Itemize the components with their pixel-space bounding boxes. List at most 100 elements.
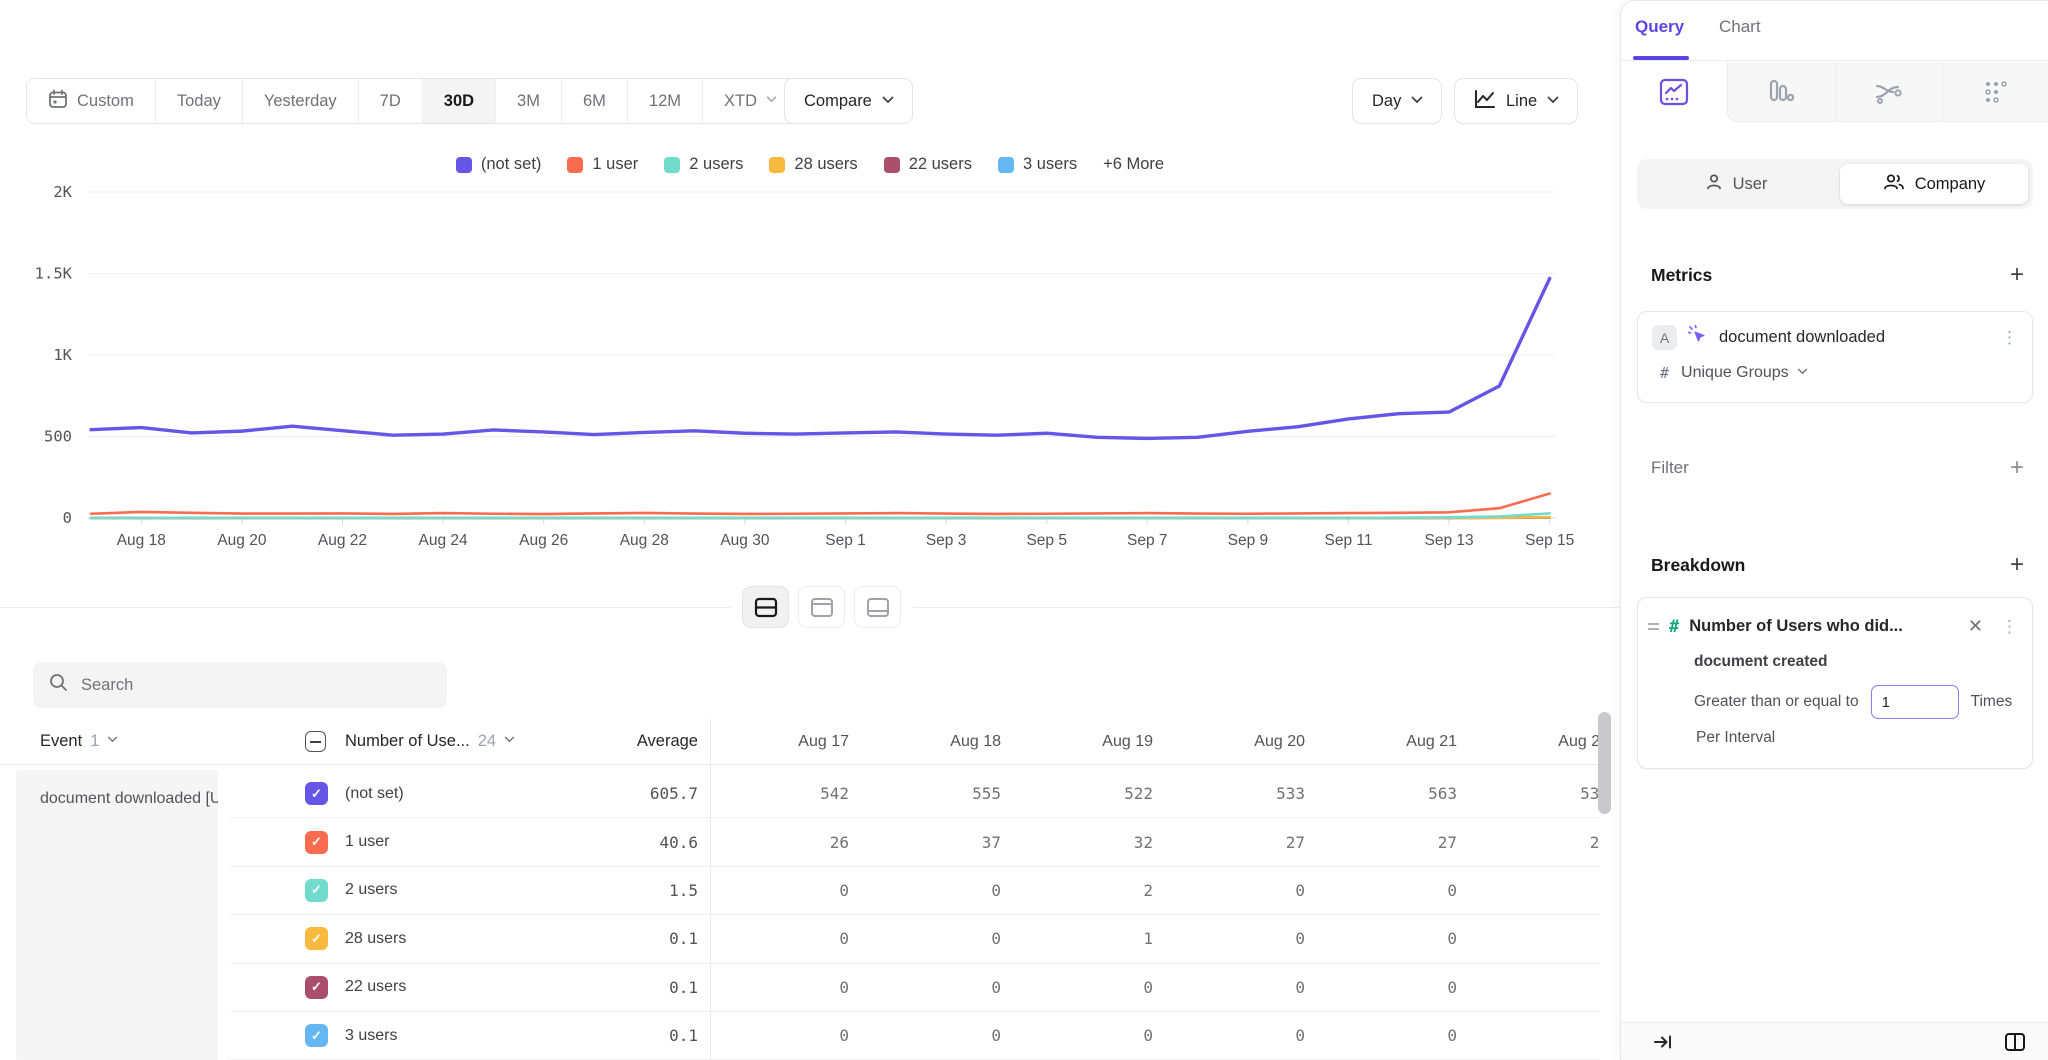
row-cell-value: 0 [1201,929,1353,948]
chevron-down-icon [1547,96,1558,107]
times-value-input[interactable] [1871,685,1959,719]
line-chart-icon [1474,89,1496,114]
row-cell-value: 0 [1201,978,1353,997]
compare-button-label: Compare [804,92,872,111]
range-option-custom[interactable]: Custom [27,79,156,123]
split-view-icon[interactable] [2004,1032,2026,1052]
chevron-down-icon [766,96,777,107]
chart-type-bar-button[interactable] [1727,62,1834,122]
breakdown-event-name: document created [1694,653,2018,671]
breakdown-card[interactable]: # Number of Users who did... ✕ ⋮ documen… [1637,597,2033,769]
layout-top-button[interactable] [798,586,845,628]
add-filter-button[interactable]: + [2010,456,2024,480]
range-option-6m[interactable]: 6M [562,79,628,123]
tab-query[interactable]: Query [1635,17,1684,37]
cursor-click-icon [1688,325,1708,350]
event-count: 1 [90,732,99,751]
aggregation-dropdown[interactable]: Unique Groups [1681,364,1808,382]
row-average-value: 0.1 [525,929,698,948]
chevron-down-icon [1411,96,1422,107]
row-cell-value: 533 [1201,784,1353,803]
drag-handle-icon[interactable] [1648,623,1659,629]
metric-card[interactable]: A document downloaded ⋮ # Unique Groups [1637,311,2033,403]
collapse-panel-icon[interactable] [1653,1033,1673,1051]
range-option-3m[interactable]: 3M [496,79,562,123]
range-option-today[interactable]: Today [156,79,243,123]
row-label[interactable]: 3 users [345,1027,525,1045]
row-label[interactable]: 22 users [345,978,525,996]
add-metric-button[interactable]: + [2010,263,2024,287]
row-label[interactable]: 1 user [345,833,525,851]
row-checkbox[interactable]: ✓ [305,927,328,950]
row-cell-value: 0 [745,881,897,900]
range-option-label: Custom [77,92,134,111]
interval-dropdown[interactable]: Day [1352,78,1442,124]
x-axis-tick: Sep 13 [1425,532,1474,549]
row-label[interactable]: 2 users [345,881,525,899]
row-checkbox[interactable]: ✓ [305,831,328,854]
row-checkbox[interactable]: ✓ [305,976,328,999]
row-checkbox[interactable]: ✓ [305,782,328,805]
range-option-label: 12M [649,92,681,111]
measure-toggle-user-label: User [1733,175,1768,194]
row-cell-value: 0 [1505,929,1600,948]
x-axis-tick: Sep 1 [825,532,866,549]
panel-tabs: Query Chart [1621,1,2048,61]
range-option-12m[interactable]: 12M [628,79,703,123]
analytics-dashboard: CustomTodayYesterday7D30D3M6M12MXTD Comp… [0,0,2048,1060]
chart-type-line-button[interactable] [1621,62,1727,122]
chart-type-grid-button[interactable] [1942,62,2048,122]
row-cell-value: 0 [1201,881,1353,900]
measure-toggle-company-label: Company [1915,175,1986,194]
row-label[interactable]: 28 users [345,930,525,948]
chart-type-dropdown[interactable]: Line [1454,78,1578,124]
row-checkbox[interactable]: ✓ [305,1024,328,1047]
chevron-down-icon [107,736,118,747]
panel-bottom-bar [1621,1022,2048,1060]
series-line[interactable] [91,494,1550,515]
layout-bottom-button[interactable] [854,586,901,628]
date-column-header: Aug 19 [1049,733,1201,751]
range-option-7d[interactable]: 7D [359,79,423,123]
row-average-value: 40.6 [525,833,698,852]
search-box [33,662,447,708]
results-table: Event 1 Number of Use... 24 Average Aug … [0,630,1600,1060]
event-column-header[interactable]: Event 1 [40,718,118,765]
row-label[interactable]: (not set) [345,785,525,803]
event-list-item[interactable]: document downloaded [U... [40,790,218,808]
add-breakdown-button[interactable]: + [2010,553,2024,577]
row-cell-value: 0 [897,929,1049,948]
y-axis-tick: 500 [44,428,72,446]
table-row: ✓3 users0.1000000 [230,1012,1600,1060]
row-cell-value: 26 [745,833,897,852]
row-cell-value: 27 [1201,833,1353,852]
x-axis-tick: Aug 26 [519,532,568,549]
search-input[interactable] [81,676,431,695]
range-option-30d[interactable]: 30D [423,79,496,123]
close-icon[interactable]: ✕ [1968,616,1983,637]
chart-type-flow-button[interactable] [1835,62,1942,122]
breakdown-more-icon[interactable]: ⋮ [2001,618,2018,635]
series-line[interactable] [91,278,1550,438]
measure-toggle-company[interactable]: Company [1840,164,2028,204]
date-range-control: CustomTodayYesterday7D30D3M6M12MXTD [26,78,799,124]
tab-chart[interactable]: Chart [1719,17,1761,37]
range-option-label: 3M [517,92,540,111]
active-tab-indicator [1633,56,1689,60]
row-checkbox[interactable]: ✓ [305,879,328,902]
row-cell-value: 0 [897,881,1049,900]
range-option-yesterday[interactable]: Yesterday [243,79,359,123]
row-cell-value: 0 [745,1026,897,1045]
metric-more-icon[interactable]: ⋮ [2001,329,2018,346]
hash-icon: # [1660,364,1669,382]
row-cell-value: 0 [1353,1026,1505,1045]
row-cell-value: 555 [897,784,1049,803]
chart-type-selector [1621,62,2048,122]
layout-split-button[interactable] [742,586,789,628]
table-row: ✓22 users0.1000000 [230,964,1600,1012]
measure-toggle-user[interactable]: User [1637,159,1835,209]
event-header-label: Event [40,732,82,751]
compare-button[interactable]: Compare [784,78,913,124]
table-scrollbar-thumb[interactable] [1598,712,1611,814]
chart-toolbar: CustomTodayYesterday7D30D3M6M12MXTD Comp… [0,78,1620,124]
